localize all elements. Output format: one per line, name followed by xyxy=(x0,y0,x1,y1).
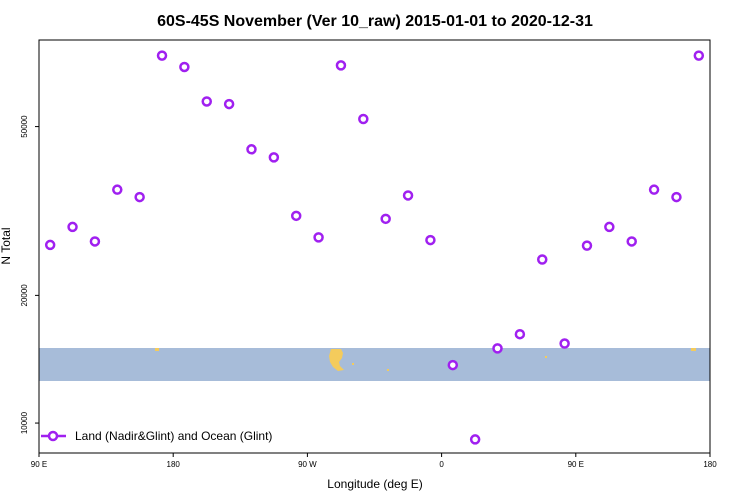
data-point xyxy=(380,213,391,225)
data-point xyxy=(537,254,548,265)
data-point xyxy=(514,328,526,340)
y-axis-label: N Total xyxy=(0,227,13,264)
data-points xyxy=(44,50,705,445)
land-patch xyxy=(329,349,344,371)
data-point xyxy=(44,239,56,251)
chart-title: 60S-45S November (Ver 10_raw) 2015-01-01… xyxy=(157,13,593,30)
x-tick-label: 0 xyxy=(439,460,444,469)
data-point xyxy=(604,221,615,233)
data-point xyxy=(693,50,705,61)
data-point xyxy=(246,144,257,155)
data-point xyxy=(201,96,212,107)
data-point xyxy=(112,184,123,195)
land-patch xyxy=(387,369,389,371)
data-point xyxy=(492,343,503,354)
data-point xyxy=(559,338,570,349)
data-point xyxy=(469,434,481,445)
x-tick-label: 90 W xyxy=(298,460,317,469)
land-patch xyxy=(691,348,696,351)
data-point xyxy=(179,61,190,73)
y-tick-label: 50000 xyxy=(20,115,29,138)
data-point xyxy=(290,210,302,222)
plot-area xyxy=(39,40,710,453)
x-tick-label: 90 E xyxy=(31,460,47,469)
data-point xyxy=(268,152,280,163)
x-axis-label: Longitude (deg E) xyxy=(327,477,422,491)
legend: Land (Nadir&Glint) and Ocean (Glint) xyxy=(41,429,272,443)
y-tick-label: 20000 xyxy=(20,284,29,307)
data-point xyxy=(671,191,682,203)
data-point xyxy=(581,240,593,251)
x-tick-label: 90 E xyxy=(568,460,584,469)
land-patch xyxy=(545,356,547,358)
data-point xyxy=(335,60,347,71)
legend-marker xyxy=(47,430,59,442)
ocean-band-group xyxy=(39,348,710,381)
y-axis: 10000 20000 50000 xyxy=(20,115,39,434)
x-axis: 90 E 180 90 W 0 90 E 180 xyxy=(31,453,717,469)
ocean-band xyxy=(39,348,710,381)
plot-frame xyxy=(38,39,711,454)
data-point xyxy=(402,190,414,201)
data-point xyxy=(156,50,168,61)
land-patch xyxy=(155,348,159,351)
data-point xyxy=(67,221,78,233)
data-point xyxy=(134,191,145,203)
data-point xyxy=(447,359,459,371)
x-tick-label: 180 xyxy=(167,460,181,469)
data-point xyxy=(223,98,235,110)
legend-label: Land (Nadir&Glint) and Ocean (Glint) xyxy=(75,429,272,443)
data-point xyxy=(425,234,436,246)
land-patch xyxy=(352,363,354,365)
data-point xyxy=(89,236,101,247)
x-tick-label: 180 xyxy=(703,460,717,469)
data-point xyxy=(313,232,324,243)
data-point xyxy=(358,113,369,125)
y-tick-label: 10000 xyxy=(20,411,29,434)
data-point xyxy=(626,236,637,247)
data-point xyxy=(648,184,660,195)
